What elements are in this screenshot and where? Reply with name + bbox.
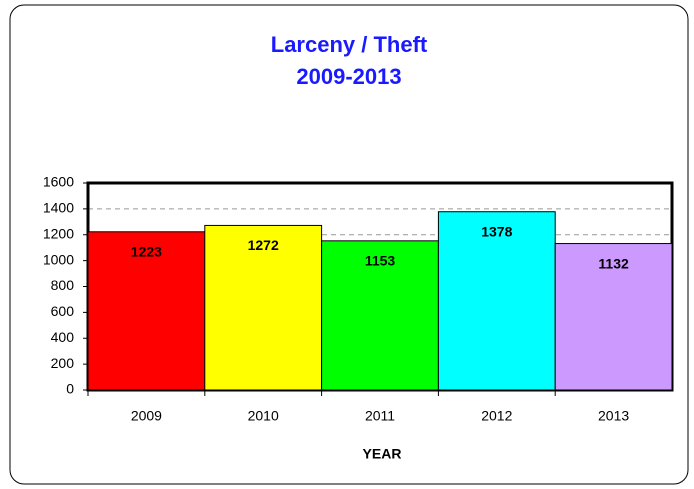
bar xyxy=(204,224,323,391)
y-tick-label: 1200 xyxy=(43,225,74,241)
x-tick-label: 2012 xyxy=(481,408,512,424)
y-tick-label: 200 xyxy=(51,355,75,371)
x-tick-label: 2013 xyxy=(598,408,629,424)
data-label: 1378 xyxy=(481,223,512,239)
x-tick-label: 2009 xyxy=(131,408,162,424)
x-axis-label: YEAR xyxy=(363,446,402,462)
bar xyxy=(437,211,556,391)
data-label: 1272 xyxy=(248,237,279,253)
data-label: 1223 xyxy=(131,243,162,259)
chart-title: Larceny / Theft xyxy=(271,32,428,57)
chart-subtitle: 2009-2013 xyxy=(296,64,401,89)
x-tick-label: 2010 xyxy=(248,408,279,424)
data-label: 1153 xyxy=(365,253,396,269)
y-tick-label: 400 xyxy=(51,329,75,345)
bar xyxy=(554,243,673,391)
data-label: 1132 xyxy=(598,255,629,271)
y-tick-label: 0 xyxy=(66,381,74,397)
bar xyxy=(321,240,439,391)
y-tick-label: 1000 xyxy=(43,251,74,267)
y-tick-label: 1400 xyxy=(43,200,74,216)
y-tick-label: 600 xyxy=(51,303,75,319)
x-tick-label: 2011 xyxy=(365,408,395,424)
y-tick-label: 1600 xyxy=(43,174,74,190)
y-tick-label: 800 xyxy=(51,277,75,293)
